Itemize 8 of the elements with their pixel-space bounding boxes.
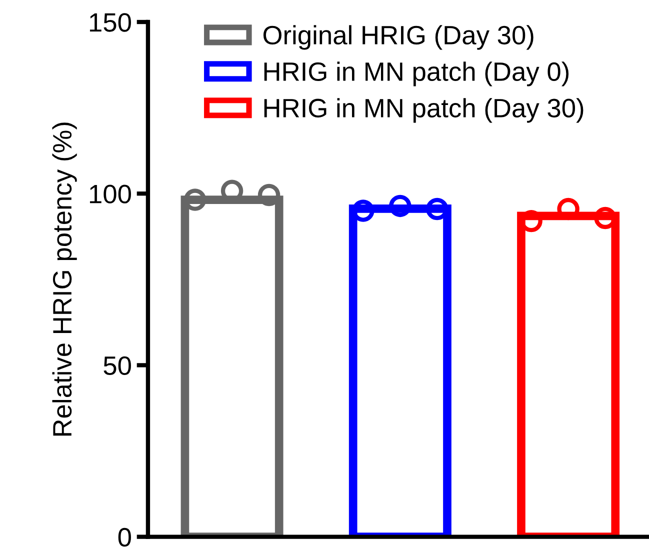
legend-label: HRIG in MN patch (Day 30) [264, 98, 584, 123]
legend-label: Original HRIG (Day 30) [263, 25, 534, 50]
y-tick-label: 100 [90, 184, 131, 204]
legend-label: HRIG in MN patch (Day 0) [264, 62, 569, 86]
y-axis-title: Relative HRIG potency (%) [52, 122, 77, 436]
y-tick-label: 0 [118, 528, 131, 547]
y-tick-label: 50 [104, 356, 131, 376]
y-tick-label: 150 [90, 13, 131, 32]
